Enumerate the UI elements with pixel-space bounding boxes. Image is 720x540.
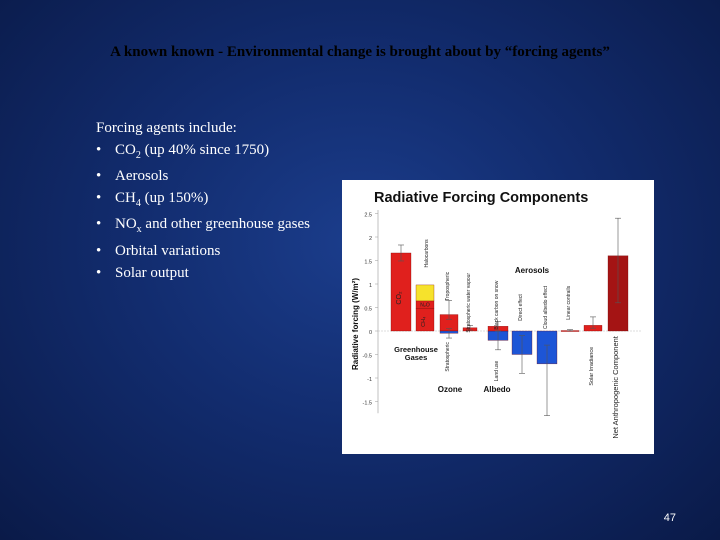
label-land-use: Land use — [494, 360, 500, 381]
bullet-orbital: Orbital variations — [96, 241, 336, 263]
bullet-aerosols: Aerosols — [96, 166, 336, 188]
label-n2o: N₂O — [420, 303, 430, 309]
bullet-items: CO2 (up 40% since 1750) Aerosols CH4 (up… — [96, 140, 336, 285]
bullet-intro: Forcing agents include: — [96, 120, 237, 136]
page-number: 47 — [663, 512, 676, 524]
group-greenhouse-gases-line2: Gases — [405, 353, 428, 362]
bar-halocarbons — [415, 284, 435, 302]
label-stratospheric: Stratospheric — [445, 342, 451, 372]
label-black-carbon: Black carbon on snow — [494, 280, 500, 329]
label-strat-water: Stratospheric water vapour — [466, 273, 472, 333]
y-tick-label: 1 — [369, 283, 372, 289]
bullet-solar: Solar output — [96, 263, 336, 285]
chart-svg: Radiative Forcing Components Radiative f… — [351, 190, 642, 439]
y-tick-label: 0 — [369, 330, 372, 336]
slide-title: A known known - Environmental change is … — [110, 44, 610, 60]
label-cloud-albedo: Cloud albedo effect — [543, 285, 549, 329]
label-co2: CO₂ — [396, 291, 403, 305]
group-albedo: Albedo — [483, 385, 510, 394]
y-tick-label: -1.5 — [363, 401, 372, 407]
radiative-forcing-chart: Radiative Forcing Components Radiative f… — [342, 180, 654, 454]
label-linear-contrails: Linear contrails — [566, 285, 572, 319]
group-aerosols: Aerosols — [515, 266, 550, 275]
y-tick-label: -0.5 — [363, 354, 372, 360]
y-tick-label: 2.5 — [364, 213, 372, 219]
label-tropospheric: Tropospheric — [445, 271, 451, 300]
label-solar-irradiance: Solar Irradiance — [589, 347, 595, 386]
bullet-ch4: CH4 (up 150%) — [96, 188, 336, 215]
label-halocarbons: Halocarbons — [424, 239, 430, 268]
bullet-nox: NOx and other greenhouse gases — [96, 214, 336, 241]
bullet-co2: CO2 (up 40% since 1750) — [96, 140, 336, 167]
label-ch4: CH₄ — [421, 316, 427, 327]
y-axis-label: Radiative forcing (W/m²) — [351, 278, 360, 370]
y-tick-label: 1.5 — [364, 260, 372, 266]
bullet-list: Forcing agents include: CO2 (up 40% sinc… — [96, 118, 336, 284]
group-ozone: Ozone — [438, 385, 463, 394]
label-net-anthropogenic: Net Anthropogenic Component — [611, 335, 620, 438]
chart-title: Radiative Forcing Components — [374, 190, 588, 206]
y-tick-label: 0.5 — [364, 307, 372, 313]
y-tick-label: 2 — [369, 236, 372, 242]
label-direct-effect: Direct effect — [518, 294, 524, 321]
y-tick-label: -1 — [367, 377, 372, 383]
group-greenhouse-gases-line1: Greenhouse — [394, 345, 438, 354]
